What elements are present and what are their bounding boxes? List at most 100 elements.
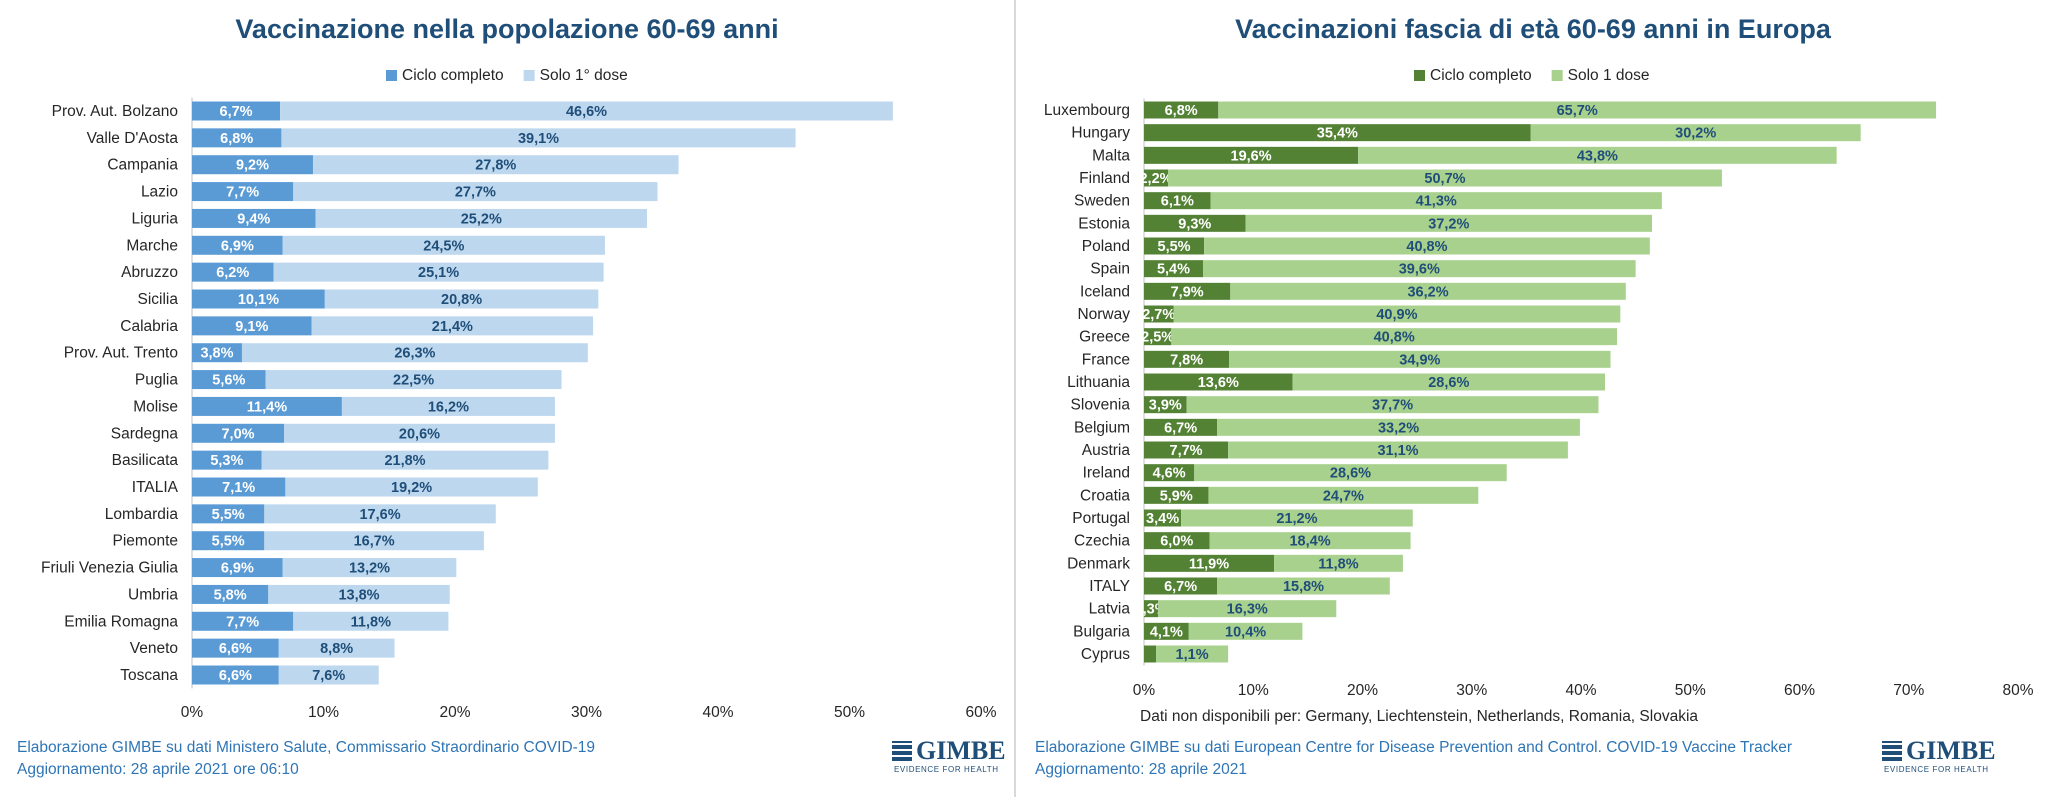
data-label: 4,1%	[1150, 624, 1183, 640]
category-label: Sicilia	[138, 291, 179, 308]
bar-first-dose	[268, 584, 450, 604]
data-label: 21,2%	[1276, 511, 1317, 527]
data-label: 11,8%	[351, 614, 391, 630]
data-label: 39,6%	[1399, 262, 1440, 278]
bar-first-dose	[1181, 509, 1413, 527]
bar-first-dose	[1186, 396, 1599, 414]
data-label: 27,7%	[455, 185, 496, 201]
data-label: 7,7%	[226, 185, 259, 201]
data-label: 7,9%	[1171, 284, 1204, 300]
data-label: 9,2%	[236, 158, 269, 174]
bar-complete	[192, 101, 281, 121]
bar-complete	[1144, 350, 1230, 368]
category-label: Prov. Aut. Trento	[64, 345, 178, 362]
footer-source-italy: Elaborazione GIMBE su dati Ministero Sal…	[17, 739, 596, 756]
data-label: 16,7%	[354, 534, 395, 550]
category-label: Czechia	[1074, 533, 1130, 550]
data-label: 5,8%	[214, 587, 247, 603]
category-label: Sweden	[1074, 193, 1130, 210]
bar-first-dose	[1210, 192, 1662, 210]
data-label: 27,8%	[475, 158, 516, 174]
bar-complete	[192, 155, 313, 175]
category-label: Finland	[1079, 170, 1130, 187]
data-label: 9,4%	[237, 211, 270, 227]
bar-first-dose	[1173, 305, 1621, 323]
data-label: 17,6%	[359, 507, 400, 523]
bar-complete	[192, 343, 242, 363]
x-tick-label: 60%	[1784, 682, 1815, 699]
category-label: Toscana	[120, 667, 178, 684]
category-label: Portugal	[1072, 510, 1130, 527]
data-label: 6,7%	[1164, 420, 1197, 436]
footer-left: Elaborazione GIMBE su dati Ministero Sal…	[17, 737, 595, 781]
category-label: Umbria	[128, 586, 178, 603]
category-label: Molise	[133, 398, 178, 415]
data-label: 24,5%	[423, 238, 464, 254]
bar-complete	[1144, 441, 1229, 459]
legend-label-1: Solo 1 dose	[1568, 67, 1650, 84]
data-label: 5,9%	[1160, 488, 1193, 504]
gimbe-logo-icon	[1882, 741, 1902, 761]
bar-complete	[192, 289, 325, 309]
data-label: 9,1%	[235, 319, 268, 335]
data-label: 46,6%	[566, 104, 607, 120]
data-label: 37,2%	[1428, 216, 1469, 232]
bar-complete	[1144, 169, 1169, 187]
category-label: Abruzzo	[121, 264, 178, 281]
data-label: 36,2%	[1407, 284, 1448, 300]
category-label: Croatia	[1080, 487, 1130, 504]
bar-first-dose	[1292, 373, 1606, 391]
category-label: Emilia Romagna	[64, 613, 178, 630]
bar-complete	[1144, 260, 1203, 278]
bar-complete	[1144, 146, 1359, 164]
bar-first-dose	[312, 155, 679, 175]
x-tick-label: 40%	[1565, 682, 1596, 699]
category-label: Basilicata	[112, 452, 179, 469]
bar-complete	[192, 531, 265, 551]
bar-first-dose	[1209, 532, 1411, 550]
category-label: Belgium	[1074, 419, 1130, 436]
bar-first-dose	[1168, 169, 1722, 187]
gimbe-logo-text: GIMBE	[916, 736, 1006, 765]
data-label: 3,8%	[200, 346, 233, 362]
legend-label-1: Solo 1° dose	[540, 67, 628, 84]
bar-complete	[1144, 237, 1205, 255]
bar-complete	[192, 504, 265, 524]
data-label: 7,1%	[222, 480, 255, 496]
italy-vaccination-chart: Ciclo completo Solo 1° dose 0% 10% 20% 30% 40%…	[41, 67, 997, 721]
bar-first-dose	[282, 235, 605, 255]
data-label: 10,4%	[1225, 624, 1266, 640]
data-label: 31,1%	[1377, 443, 1418, 459]
bar-first-dose	[1245, 214, 1653, 232]
data-label: 2,7%	[1142, 307, 1175, 323]
bar-first-dose	[284, 423, 555, 443]
bar-first-dose	[282, 558, 457, 578]
data-label: 11,9%	[1189, 556, 1229, 572]
data-label: 21,8%	[384, 453, 425, 469]
data-label: 40,9%	[1376, 307, 1417, 323]
x-tick-label: 20%	[1347, 682, 1378, 699]
data-label: 6,7%	[220, 104, 253, 120]
x-tick-label: 60%	[965, 704, 996, 721]
footer-source-europe: Elaborazione GIMBE su dati European Cent…	[1035, 739, 1793, 756]
data-label: 34,9%	[1399, 352, 1440, 368]
bar-complete	[192, 370, 266, 390]
category-label: Spain	[1090, 261, 1130, 278]
category-label: Luxembourg	[1044, 102, 1130, 119]
legend-swatch-0	[1414, 70, 1425, 81]
category-label: Prov. Aut. Bolzano	[52, 103, 178, 120]
bar-first-dose	[293, 182, 658, 202]
footer-update-italy: Aggiornamento: 28 aprile 2021 ore 06:10	[17, 761, 299, 778]
bar-complete	[1144, 532, 1210, 550]
x-tick-label: 50%	[1675, 682, 1706, 699]
bar-first-dose	[1217, 418, 1580, 436]
data-label: 10,1%	[238, 292, 279, 308]
bar-first-dose	[315, 208, 647, 228]
data-label: 5,3%	[210, 453, 243, 469]
gimbe-logo-right: GIMBE EVIDENCE FOR HEALTH	[1882, 737, 1996, 777]
bar-complete	[192, 423, 285, 443]
category-label: Malta	[1092, 147, 1130, 164]
data-label: 41,3%	[1416, 194, 1457, 210]
data-label: 6,6%	[219, 641, 252, 657]
bar-first-dose	[324, 289, 599, 309]
